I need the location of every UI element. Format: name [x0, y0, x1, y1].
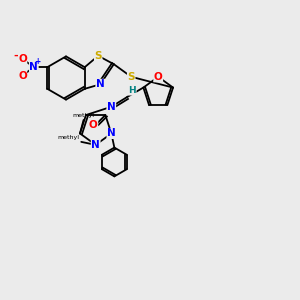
Text: +: + — [34, 57, 41, 66]
Text: H: H — [128, 86, 136, 95]
Text: N: N — [107, 102, 116, 112]
Text: N: N — [91, 140, 100, 150]
Text: -: - — [14, 51, 18, 61]
Text: N: N — [107, 128, 116, 139]
Text: O: O — [18, 54, 27, 64]
Text: S: S — [94, 51, 102, 61]
Text: S: S — [128, 72, 135, 82]
Text: methyl: methyl — [73, 113, 94, 119]
Text: O: O — [154, 72, 163, 82]
Text: N: N — [29, 62, 38, 72]
Text: O: O — [89, 120, 98, 130]
Text: N: N — [96, 79, 105, 89]
Text: O: O — [18, 70, 27, 81]
Text: methyl: methyl — [58, 135, 80, 140]
